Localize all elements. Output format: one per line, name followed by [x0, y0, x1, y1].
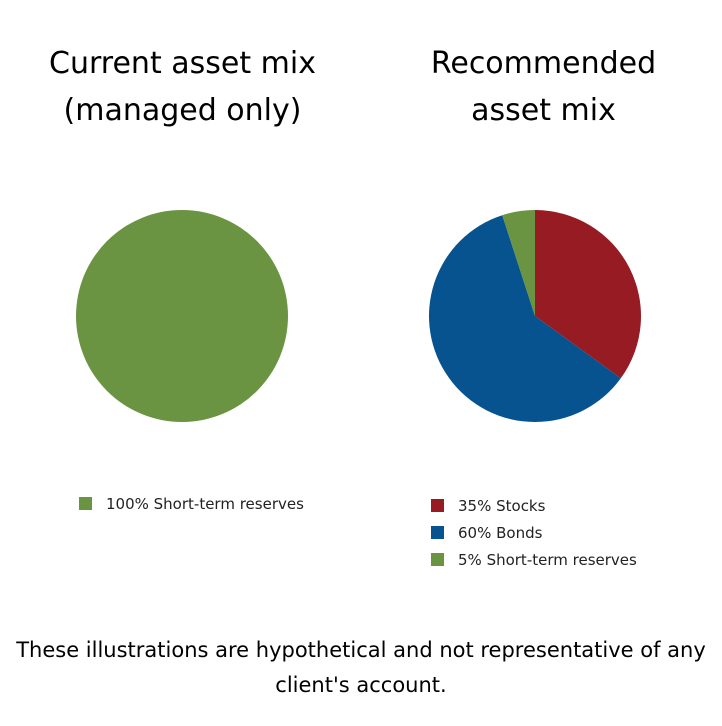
legend-label: 100% Short-term reserves [106, 494, 304, 513]
legend-swatch [431, 553, 444, 566]
legend-label: 35% Stocks [458, 496, 546, 515]
chart-title: Recommended asset mix [430, 46, 657, 128]
legend: 100% Short-term reserves [79, 490, 304, 517]
recommended-asset-mix-panel: Recommended asset mix 35% Stocks 60% Bond… [361, 0, 722, 600]
legend-label: 60% Bonds [458, 523, 543, 542]
current-asset-mix-panel: Current asset mix (managed only) 100% Sh… [0, 0, 361, 600]
pie-slice-35-stocks [535, 210, 641, 379]
legend-item-60-bonds: 60% Bonds [431, 519, 637, 546]
chart-title: Current asset mix (managed only) [49, 46, 316, 128]
pie-chart [76, 210, 288, 422]
footnote: These illustrations are hypothetical and… [16, 638, 706, 697]
pie-chart [428, 210, 641, 422]
legend-label: 5% Short-term reserves [458, 550, 637, 569]
pie-slice-60-bonds [428, 215, 621, 422]
pie-slice-100-short-term-reserves [76, 210, 288, 422]
legend-item-5-short-term-reserves: 5% Short-term reserves [431, 546, 637, 573]
legend-swatch [79, 497, 92, 510]
legend-item-100-short-term-reserves: 100% Short-term reserves [79, 490, 304, 517]
legend: 35% Stocks 60% Bonds 5% Short-term reserve… [431, 492, 637, 573]
legend-item-35-stocks: 35% Stocks [431, 492, 637, 519]
pie-slice-5-short-term-reserves [502, 210, 535, 316]
legend-swatch [431, 526, 444, 539]
legend-swatch [431, 499, 444, 512]
